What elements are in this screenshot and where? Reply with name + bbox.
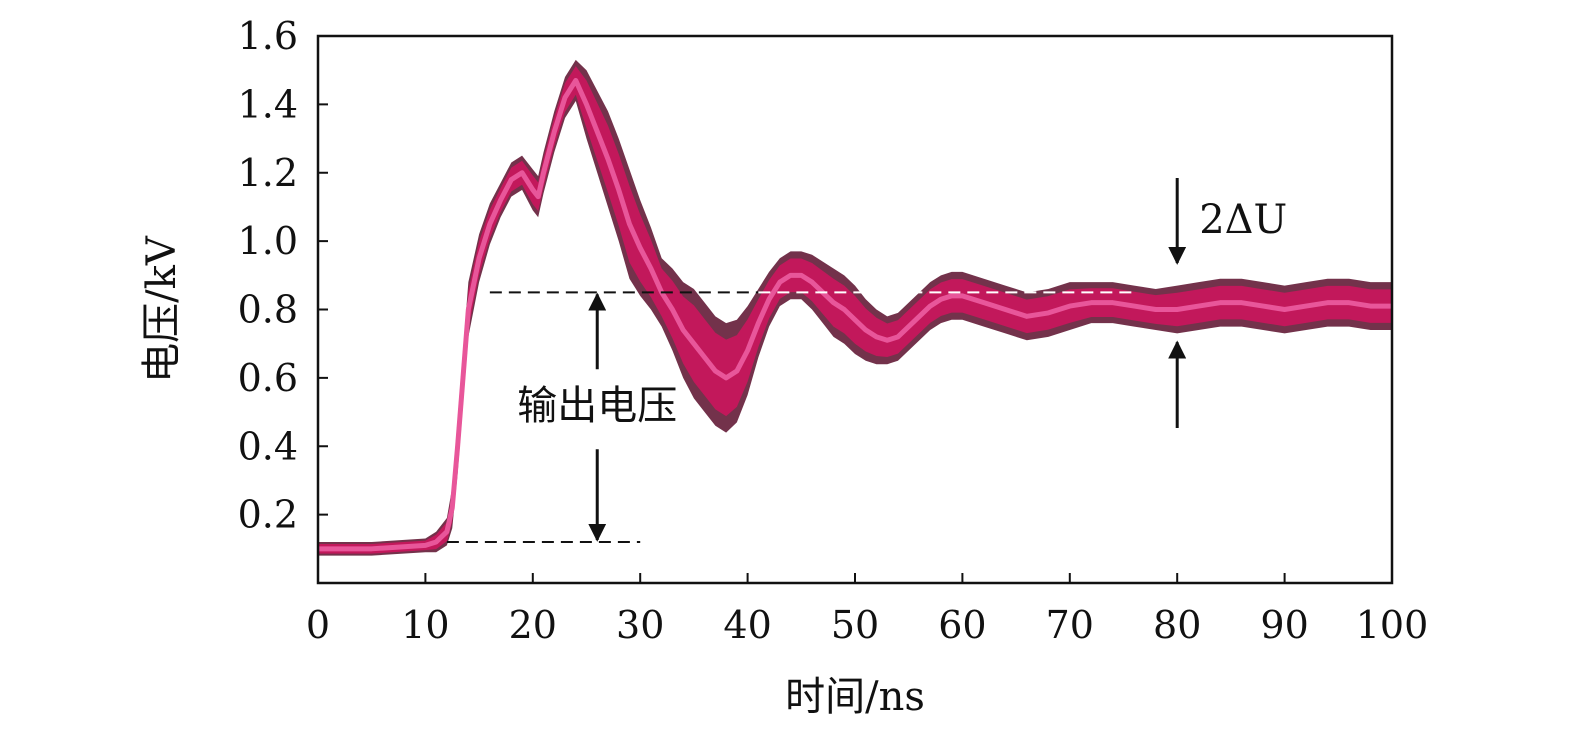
y-axis-ticks: 0.2 0.4 0.6 0.8 1.0 1.2 1.4 1.6 — [238, 14, 328, 537]
x-tick-label: 50 — [831, 603, 879, 647]
y-tick-label: 1.2 — [238, 151, 298, 195]
x-tick-label: 40 — [723, 603, 771, 647]
reference-lines-group — [446, 291, 1135, 543]
x-tick-label: 0 — [306, 603, 330, 647]
x-tick-label: 10 — [401, 603, 449, 647]
ripple-label: 2ΔU — [1199, 197, 1287, 243]
y-tick-label: 1.4 — [238, 82, 298, 126]
trace-band-inner — [318, 66, 1392, 554]
x-tick-label: 30 — [616, 603, 664, 647]
y-tick-label: 1.6 — [238, 14, 298, 58]
x-tick-label: 80 — [1153, 603, 1201, 647]
x-axis-label: 时间/ns — [785, 674, 925, 720]
x-tick-label: 60 — [938, 603, 986, 647]
y-tick-label: 0.6 — [238, 356, 298, 400]
y-tick-label: 1.0 — [238, 219, 298, 263]
x-tick-label: 20 — [509, 603, 557, 647]
y-axis-label: 电压/kV — [139, 235, 185, 383]
trace-core-line — [318, 77, 1392, 552]
annotations-group: 输出电压 2ΔU — [517, 178, 1287, 542]
y-tick-label: 0.8 — [238, 288, 298, 332]
voltage-trace-group — [318, 59, 1392, 556]
y-tick-label: 0.4 — [238, 424, 298, 468]
x-tick-label: 90 — [1260, 603, 1308, 647]
y-tick-label: 0.2 — [238, 493, 298, 537]
output-voltage-label: 输出电压 — [517, 383, 677, 429]
x-tick-label: 70 — [1046, 603, 1094, 647]
x-tick-label: 100 — [1356, 603, 1429, 647]
x-axis-ticks: 0 10 20 30 40 50 60 70 80 90 100 — [306, 573, 1428, 647]
